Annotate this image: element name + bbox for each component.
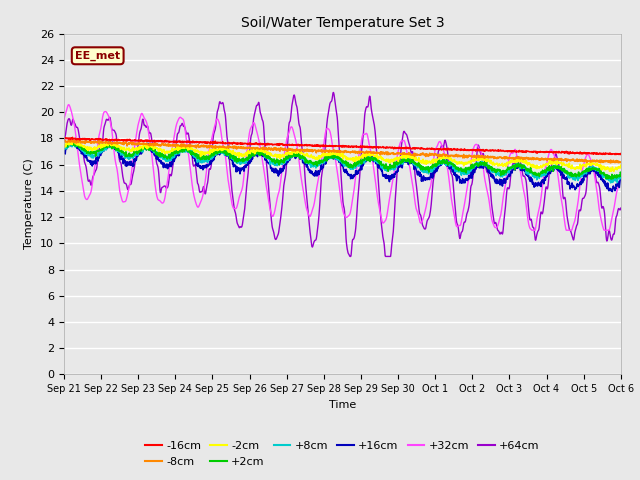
- +64cm: [617, 205, 625, 211]
- +32cm: [617, 171, 625, 177]
- +64cm: [246, 142, 254, 148]
- +2cm: [171, 150, 179, 156]
- +8cm: [184, 149, 192, 155]
- -2cm: [429, 160, 437, 166]
- +16cm: [551, 163, 559, 169]
- +16cm: [171, 156, 179, 162]
- +64cm: [60, 136, 68, 142]
- +16cm: [429, 174, 437, 180]
- +8cm: [429, 166, 437, 171]
- Line: -16cm: -16cm: [64, 137, 621, 155]
- Legend: -16cm, -8cm, -2cm, +2cm, +8cm, +16cm, +32cm, +64cm: -16cm, -8cm, -2cm, +2cm, +8cm, +16cm, +3…: [141, 437, 544, 471]
- -8cm: [502, 156, 509, 161]
- +32cm: [171, 131, 179, 136]
- Line: -8cm: -8cm: [64, 140, 621, 163]
- +64cm: [184, 130, 191, 136]
- +8cm: [72, 139, 80, 145]
- +32cm: [528, 228, 536, 233]
- +2cm: [429, 163, 437, 168]
- +8cm: [246, 152, 254, 158]
- -16cm: [184, 139, 192, 144]
- -16cm: [246, 141, 254, 147]
- +32cm: [429, 161, 437, 167]
- Line: +16cm: +16cm: [64, 142, 621, 192]
- +16cm: [246, 156, 254, 162]
- +2cm: [607, 176, 615, 182]
- -16cm: [617, 151, 625, 156]
- +8cm: [171, 153, 179, 159]
- -8cm: [184, 144, 192, 149]
- +16cm: [502, 178, 509, 183]
- +32cm: [502, 180, 509, 185]
- +32cm: [184, 149, 192, 155]
- +16cm: [69, 139, 77, 144]
- +32cm: [552, 156, 559, 162]
- +8cm: [502, 171, 509, 177]
- Line: +32cm: +32cm: [64, 105, 621, 230]
- -2cm: [610, 168, 618, 174]
- +32cm: [246, 126, 254, 132]
- Y-axis label: Temperature (C): Temperature (C): [24, 158, 35, 250]
- +64cm: [502, 194, 510, 200]
- +8cm: [60, 144, 68, 149]
- X-axis label: Time: Time: [329, 400, 356, 409]
- -2cm: [60, 144, 68, 149]
- -8cm: [60, 138, 68, 144]
- Line: -2cm: -2cm: [64, 141, 621, 171]
- Text: EE_met: EE_met: [75, 51, 120, 61]
- -16cm: [551, 149, 559, 155]
- -8cm: [68, 137, 76, 143]
- +64cm: [429, 176, 437, 182]
- +32cm: [65, 102, 72, 108]
- -8cm: [607, 160, 614, 166]
- +2cm: [68, 139, 76, 145]
- -2cm: [502, 164, 509, 169]
- -16cm: [502, 148, 509, 154]
- -16cm: [68, 134, 76, 140]
- -16cm: [60, 136, 68, 142]
- +2cm: [502, 169, 509, 175]
- Line: +64cm: +64cm: [64, 93, 621, 256]
- +16cm: [60, 149, 68, 155]
- -2cm: [617, 162, 625, 168]
- -8cm: [171, 142, 179, 148]
- +2cm: [184, 148, 192, 154]
- Title: Soil/Water Temperature Set 3: Soil/Water Temperature Set 3: [241, 16, 444, 30]
- -2cm: [71, 138, 79, 144]
- -2cm: [171, 145, 179, 151]
- -8cm: [551, 156, 559, 162]
- +16cm: [617, 174, 625, 180]
- +2cm: [60, 143, 68, 149]
- -16cm: [171, 140, 179, 145]
- -8cm: [429, 151, 437, 157]
- +2cm: [246, 154, 254, 160]
- +2cm: [551, 164, 559, 170]
- +8cm: [551, 163, 559, 168]
- +64cm: [170, 150, 178, 156]
- +64cm: [330, 90, 337, 96]
- -2cm: [184, 144, 192, 150]
- -8cm: [246, 145, 254, 151]
- +8cm: [617, 173, 625, 179]
- -8cm: [617, 159, 625, 165]
- +2cm: [617, 170, 625, 176]
- Line: +2cm: +2cm: [64, 142, 621, 179]
- +8cm: [607, 180, 614, 186]
- +32cm: [60, 117, 68, 122]
- +64cm: [552, 152, 559, 157]
- -16cm: [611, 152, 619, 157]
- +16cm: [609, 189, 616, 194]
- +16cm: [184, 148, 192, 154]
- -2cm: [551, 158, 559, 164]
- +64cm: [346, 253, 354, 259]
- -2cm: [246, 147, 254, 153]
- -16cm: [429, 146, 437, 152]
- Line: +8cm: +8cm: [64, 142, 621, 183]
